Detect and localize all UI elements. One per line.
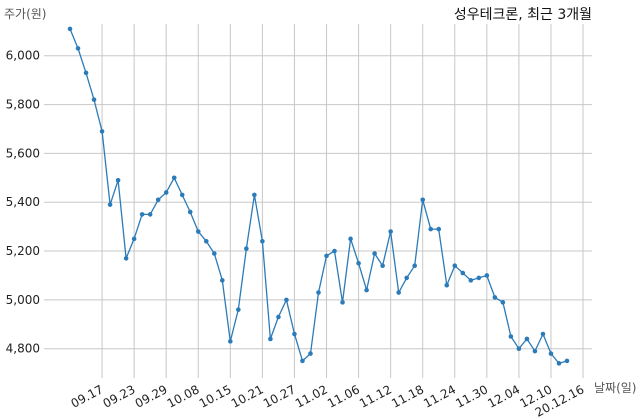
price-line <box>69 28 568 365</box>
data-point <box>556 361 562 366</box>
data-point <box>195 229 201 234</box>
x-tick-label: 10.15 <box>197 382 234 410</box>
data-point <box>220 278 225 283</box>
data-point <box>147 212 153 217</box>
data-point <box>131 236 137 242</box>
data-point <box>155 197 161 203</box>
y-tick-label: 5,400 <box>6 195 40 209</box>
data-point <box>396 290 401 295</box>
data-point <box>492 295 498 300</box>
data-point <box>211 251 217 256</box>
data-point <box>372 251 377 256</box>
data-point <box>444 282 450 288</box>
x-axis-label: 날짜(일) <box>594 381 636 395</box>
data-point <box>516 346 522 352</box>
data-point <box>123 256 129 261</box>
data-point <box>500 300 506 305</box>
y-axis: 4,800 5,000 5,200 5,400 5,600 5,800 6,000 <box>6 49 40 356</box>
data-point <box>460 270 466 276</box>
x-tick-label: 11.24 <box>421 382 458 410</box>
data-point <box>340 300 345 305</box>
data-point <box>308 351 313 356</box>
y-tick-label: 5,800 <box>6 98 40 112</box>
data-point <box>388 229 393 234</box>
data-point <box>452 263 458 268</box>
data-point <box>83 70 89 76</box>
data-point <box>348 236 353 242</box>
x-tick-label: 09.29 <box>133 382 170 410</box>
data-point <box>540 331 546 337</box>
x-axis: 09.1709.2309.2910.0810.1510.2110.2711.02… <box>69 382 587 419</box>
data-point <box>524 336 530 342</box>
data-point <box>364 287 369 293</box>
data-point <box>476 275 482 281</box>
data-point <box>436 226 442 232</box>
data-point <box>107 202 113 207</box>
data-point <box>532 348 538 354</box>
y-tick-label: 5,000 <box>6 293 40 307</box>
data-point <box>187 209 193 215</box>
data-point <box>268 336 273 342</box>
data-point <box>276 314 281 320</box>
data-point <box>316 290 321 295</box>
x-tick-label: 11.02 <box>293 382 330 410</box>
x-tick-label: 09.17 <box>69 382 106 410</box>
data-point <box>252 192 257 198</box>
x-tick-label: 11.06 <box>325 382 362 410</box>
data-point <box>420 197 426 203</box>
x-tick-label: 12.04 <box>485 382 522 410</box>
data-point <box>171 175 177 181</box>
data-point <box>564 358 570 364</box>
data-point <box>292 331 297 337</box>
data-point <box>484 273 490 278</box>
data-point <box>91 97 97 102</box>
data-point <box>508 334 514 339</box>
grid <box>44 24 592 378</box>
data-point <box>380 263 385 268</box>
data-point <box>236 307 241 312</box>
price-points <box>67 26 570 366</box>
chart-title: 성우테크론, 최근 3개월 <box>454 7 592 23</box>
data-point <box>356 260 361 266</box>
data-point <box>163 190 169 195</box>
data-point <box>203 238 209 244</box>
x-tick-label: 10.08 <box>165 382 202 410</box>
data-point <box>548 351 554 356</box>
x-tick-label: 09.23 <box>101 382 138 410</box>
y-tick-label: 5,200 <box>6 244 40 258</box>
data-point <box>228 339 233 344</box>
data-point <box>115 177 121 183</box>
data-point <box>428 226 434 232</box>
data-point <box>324 253 329 259</box>
y-axis-label: 주가(원) <box>4 7 46 21</box>
x-tick-label: 11.30 <box>453 382 490 410</box>
x-tick-label: 10.21 <box>229 382 266 410</box>
x-tick-label: 11.18 <box>389 382 426 410</box>
data-point <box>412 263 417 268</box>
data-point <box>139 212 145 217</box>
data-point <box>332 248 337 254</box>
y-tick-label: 5,600 <box>6 146 40 160</box>
y-tick-label: 4,800 <box>6 342 40 356</box>
data-point <box>404 275 409 281</box>
data-point <box>99 129 105 134</box>
x-tick-label: 11.12 <box>357 382 394 410</box>
data-point <box>75 46 81 51</box>
data-point <box>67 26 73 32</box>
data-point <box>300 358 305 364</box>
x-tick-label: 10.27 <box>261 382 298 410</box>
data-point <box>284 297 289 303</box>
data-point <box>244 246 249 251</box>
data-point <box>260 238 265 244</box>
data-point <box>468 278 474 283</box>
data-point <box>179 192 185 198</box>
y-tick-label: 6,000 <box>6 49 40 63</box>
